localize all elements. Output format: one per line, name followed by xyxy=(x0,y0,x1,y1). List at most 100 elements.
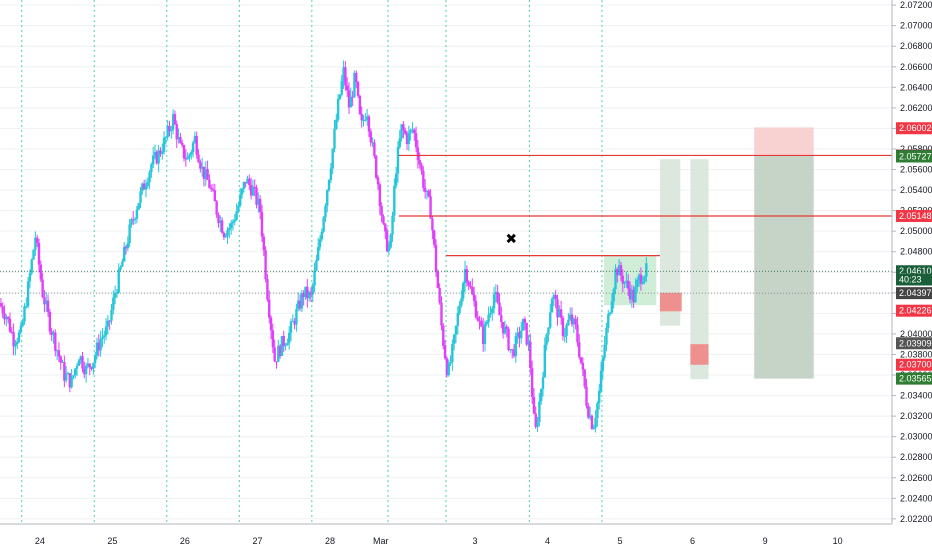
candle-body xyxy=(465,269,469,282)
y-tick-label: 2.03400 xyxy=(900,391,932,401)
candle-body xyxy=(220,220,224,233)
candle-body xyxy=(634,286,637,303)
price-badge-label: 40:23 xyxy=(899,274,922,284)
candle-body xyxy=(636,280,639,287)
candle-body xyxy=(561,317,565,336)
candle-body xyxy=(498,302,501,316)
candle-body xyxy=(422,170,425,188)
candle-body xyxy=(8,318,12,332)
y-tick-label: 2.07200 xyxy=(900,0,932,10)
candle-body xyxy=(567,319,570,326)
candle-body xyxy=(594,418,597,428)
candle-body xyxy=(628,288,632,300)
candle-body xyxy=(492,294,496,309)
x-tick-label: 3 xyxy=(473,536,478,546)
y-tick-label: 2.06200 xyxy=(900,103,932,113)
candle-body xyxy=(128,224,131,244)
candle-body xyxy=(616,268,619,276)
candle-body xyxy=(382,216,385,224)
candle-body xyxy=(88,363,91,368)
candle-body xyxy=(115,292,119,294)
candle-body xyxy=(124,246,128,249)
candle-body xyxy=(287,332,291,344)
candle-body xyxy=(179,137,182,143)
candle-body xyxy=(393,185,396,216)
candle-body xyxy=(556,299,559,318)
candle-body xyxy=(530,368,534,397)
candle-body xyxy=(34,237,37,250)
candle-body xyxy=(148,172,151,183)
time-axis-background xyxy=(0,524,892,550)
candle-body xyxy=(340,80,343,95)
candle-body xyxy=(284,345,287,347)
candle-body xyxy=(326,190,329,206)
candle-body xyxy=(237,205,240,212)
price-badge xyxy=(896,287,932,300)
candle-body xyxy=(614,268,617,290)
horizontal-levels[interactable] xyxy=(0,154,892,294)
candle-body xyxy=(153,151,157,156)
candle-body xyxy=(0,303,3,307)
y-tick-label: 2.05800 xyxy=(900,144,932,154)
candle-body xyxy=(249,184,253,196)
candle-body xyxy=(280,335,284,356)
candle-body xyxy=(527,341,530,345)
position-zones xyxy=(604,127,814,380)
candle-body xyxy=(141,183,144,192)
candle-body xyxy=(418,160,421,165)
candle-body xyxy=(282,335,285,347)
time-axis[interactable]: 24 25 26 27 28 Mar 3 4 5 6 9 10 xyxy=(35,536,843,546)
candle-body xyxy=(643,276,646,282)
candle-body xyxy=(429,196,432,219)
candle-body xyxy=(449,361,452,364)
candle-body xyxy=(64,374,68,381)
price-badge xyxy=(896,372,932,385)
y-tick-label: 2.04000 xyxy=(900,329,932,339)
candle-body xyxy=(637,274,641,281)
zone-rect xyxy=(754,127,814,156)
candle-body xyxy=(605,328,608,345)
candle-body xyxy=(228,227,231,231)
candle-body xyxy=(119,266,122,270)
candle-body xyxy=(315,260,318,271)
candle-body xyxy=(316,247,320,261)
candle-body xyxy=(581,362,585,370)
candle-body xyxy=(398,138,401,148)
candle-body xyxy=(103,335,106,338)
candle-body xyxy=(534,413,537,427)
candle-body xyxy=(208,179,211,189)
candle-body xyxy=(139,191,142,204)
candle-body xyxy=(90,367,93,370)
candle-body xyxy=(257,198,260,205)
candle-body xyxy=(239,194,242,206)
candle-body xyxy=(104,326,108,336)
candle-body xyxy=(278,345,282,356)
candle-body xyxy=(132,219,135,221)
candle-body xyxy=(599,370,603,391)
candle-body xyxy=(349,96,353,108)
candle-body xyxy=(529,341,532,369)
candle-body xyxy=(233,219,236,222)
candle-body xyxy=(572,318,576,325)
candle-body xyxy=(543,344,547,378)
candle-body xyxy=(559,309,563,318)
candle-body xyxy=(306,286,309,299)
candle-body xyxy=(550,298,554,313)
candles xyxy=(0,60,648,433)
candle-body xyxy=(505,326,508,329)
candle-body xyxy=(14,344,17,347)
candle-body xyxy=(423,187,427,192)
candle-body xyxy=(396,147,400,174)
candle-body xyxy=(420,164,423,171)
price-badge-label: 2.03565 xyxy=(899,374,932,384)
candle-body xyxy=(496,292,499,303)
candle-body xyxy=(269,317,273,331)
candle-body xyxy=(32,249,35,260)
candle-body xyxy=(500,315,503,323)
candle-body xyxy=(55,350,59,352)
candle-body xyxy=(539,389,543,402)
y-tick-label: 2.03200 xyxy=(900,411,932,421)
candle-body xyxy=(224,236,227,238)
y-tick-label: 2.06600 xyxy=(900,62,932,72)
